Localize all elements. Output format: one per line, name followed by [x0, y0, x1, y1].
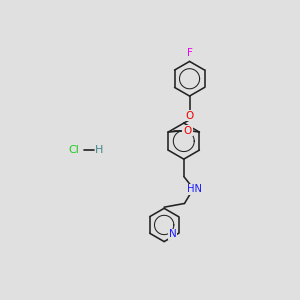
Text: N: N [169, 230, 176, 239]
Text: O: O [183, 126, 191, 136]
Text: HN: HN [187, 184, 202, 194]
Text: Cl: Cl [69, 145, 80, 155]
Text: F: F [187, 48, 193, 58]
Text: H: H [95, 145, 104, 155]
Text: O: O [185, 111, 194, 121]
Text: Cl: Cl [182, 126, 193, 136]
